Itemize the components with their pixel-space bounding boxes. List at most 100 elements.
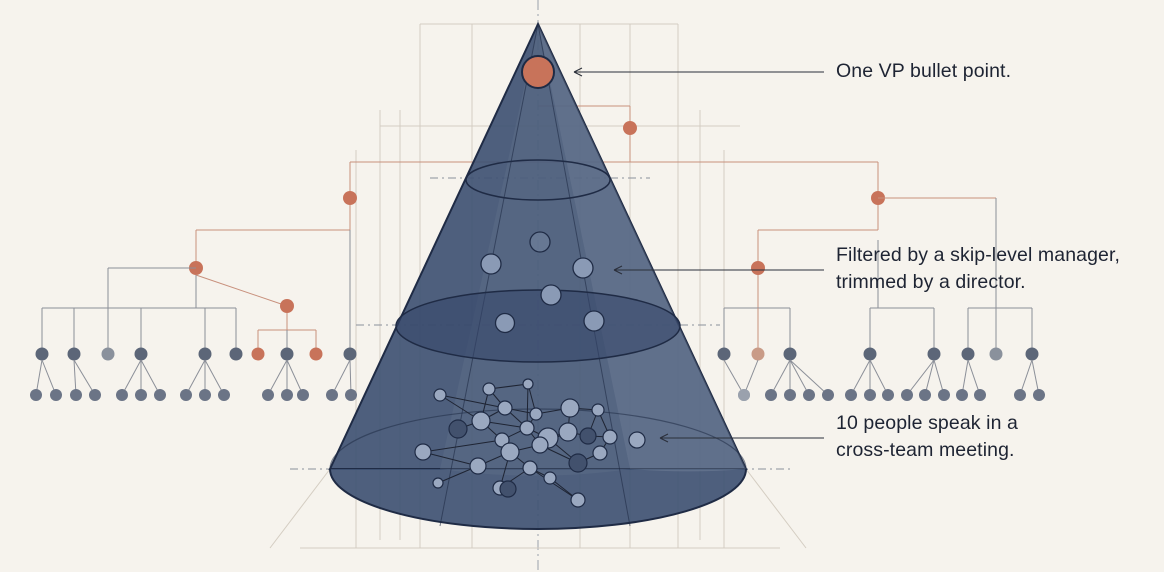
meeting-participant-node [414,443,432,461]
tree-link [204,359,225,396]
team-lead-node [134,347,148,361]
tree-link [850,359,871,396]
meeting-participant-node [448,419,468,439]
hierarchy-cone [328,21,748,530]
meeting-participant-node [628,431,646,449]
meeting-participant-node [531,436,549,454]
individual-node [297,389,309,401]
tree-link [967,359,981,396]
skip-level-member-node [540,284,562,306]
team-lead-node [198,347,212,361]
skip-level-member-node [529,231,551,253]
tree-link [869,359,889,396]
org-chart-trees [30,105,1045,401]
tree-link [770,359,791,396]
individual-node [262,389,274,401]
meeting-participant-node [560,398,580,418]
callout-leaders [573,67,824,443]
team-lead-node [717,347,731,361]
individual-node [89,389,101,401]
callout-vp: One VP bullet point. [836,58,1011,85]
cone-base-ellipse [329,468,747,530]
individual-node [901,389,913,401]
individual-node [30,389,42,401]
tree-link [41,359,57,396]
meeting-participant-node [602,429,618,445]
team-lead-node [1025,347,1039,361]
team-lead-node [343,347,357,361]
meeting-participant-node [579,427,597,445]
meeting-participant-node [568,453,588,473]
meeting-participant-node [469,457,487,475]
callout-skip-level-line-1: Filtered by a skip-level manager, [836,244,1121,266]
skip-level-nodes [480,231,605,334]
meeting-participant-node [592,445,608,461]
individual-node [738,389,750,401]
individual-node [938,389,950,401]
team-lead-node [863,347,877,361]
tree-link [789,359,829,396]
callout-skip-level-line-2: trimmed by a director. [836,271,1026,293]
meeting-participant-node [558,422,578,442]
meeting-network [414,378,646,508]
individual-node [180,389,192,401]
skip-level-node-left-2 [280,299,294,313]
tree-link [743,359,759,396]
individual-node [326,389,338,401]
callout-skip-level: Filtered by a skip-level manager, trimme… [836,242,1120,296]
individual-node [919,389,931,401]
meeting-participant-node [497,400,513,416]
skip-level-member-node [494,312,516,334]
director-node-left [343,191,357,205]
cone-right-highlight [538,24,746,472]
tree-link [924,359,935,396]
callout-meeting: 10 people speak in a cross-team meeting. [836,410,1018,464]
network-link [439,394,506,409]
individual-node [345,389,357,401]
individual-node [218,389,230,401]
tree-link [723,359,745,396]
vp-node [521,55,555,89]
individual-node [50,389,62,401]
meeting-participant-node [519,420,535,436]
individual-node [974,389,986,401]
individual-node [864,389,876,401]
individual-node [882,389,894,401]
skip-level-member-node [480,253,502,275]
individual-node [845,389,857,401]
individual-node [116,389,128,401]
tree-link [789,359,810,396]
team-lead-node [961,347,975,361]
cone-center-band [440,24,630,476]
individual-node [135,389,147,401]
team-lead-node [927,347,941,361]
individual-node [822,389,834,401]
meeting-participant-node [591,403,605,417]
individual-node [956,389,968,401]
tree-link [331,359,351,396]
individual-node [1014,389,1026,401]
individual-node [70,389,82,401]
individual-node [154,389,166,401]
tree-link [286,359,304,396]
team-lead-node [989,347,1003,361]
network-link [422,451,479,467]
meeting-participant-node [522,378,534,390]
team-lead-node [251,347,265,361]
individual-node [803,389,815,401]
team-lead-node [35,347,49,361]
meeting-participant-node [482,382,496,396]
team-lead-node [783,347,797,361]
team-lead-node [67,347,81,361]
cone-top-ring [465,159,611,201]
cone-mid-ring [395,289,681,363]
tree-link [195,274,288,307]
team-lead-node [101,347,115,361]
tree-link [185,359,206,396]
skip-level-member-node [572,257,594,279]
individual-node [281,389,293,401]
meeting-participant-node [529,407,543,421]
meeting-participant-node [471,411,491,431]
